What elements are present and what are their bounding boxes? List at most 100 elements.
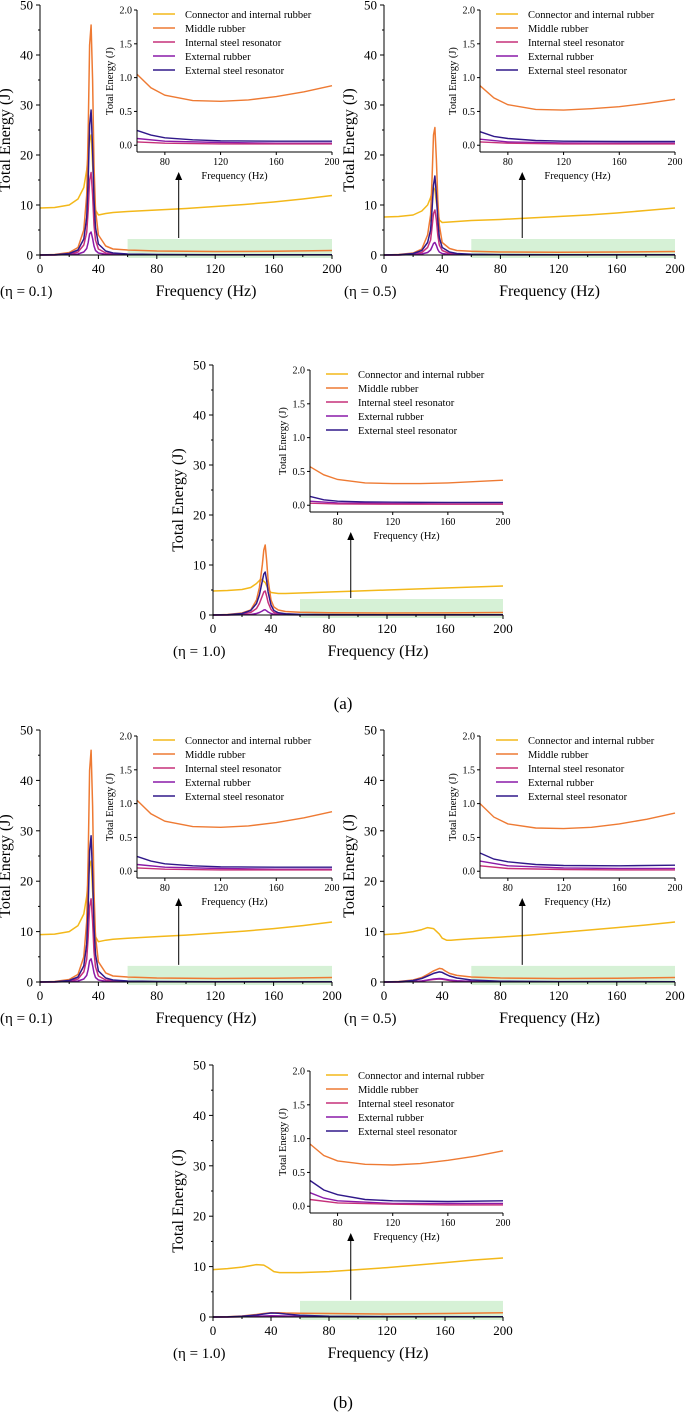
y-tick-label: 40 <box>364 48 377 63</box>
x-tick-label: 200 <box>665 261 685 276</box>
legend-entry-label: Internal steel resonator <box>528 764 625 775</box>
y-tick-label: 0 <box>27 248 34 263</box>
inset-y-tick-label: 1.0 <box>120 799 133 810</box>
legend-entry-label: Connector and internal rubber <box>185 10 312 21</box>
inset-series-line-internal-steel-resonator <box>136 867 332 871</box>
legend-entry-label: Internal steel resonator <box>358 398 455 409</box>
series-line-connector-and-internal-rubber <box>212 578 504 595</box>
legend-entry-label: External rubber <box>528 52 594 63</box>
zoom-arrow-head <box>347 532 355 540</box>
inset-x-tick-label: 200 <box>668 157 683 168</box>
series-line-connector-and-internal-rubber <box>383 186 676 224</box>
inset-series-line-middle-rubber <box>479 803 676 830</box>
x-tick-label: 80 <box>323 1323 336 1338</box>
x-axis-label: Frequency (Hz) <box>499 1010 600 1027</box>
x-tick-label: 0 <box>381 988 388 1003</box>
x-axis-label: Frequency (Hz) <box>499 283 600 300</box>
zoom-region-highlight <box>300 1300 503 1321</box>
y-axis-label: Total Energy (J) <box>0 814 14 917</box>
y-tick-label: 0 <box>200 1310 207 1325</box>
y-tick-label: 40 <box>20 48 33 63</box>
inset-y-tick-label: 0.0 <box>293 1202 306 1213</box>
x-tick-label: 120 <box>549 988 569 1003</box>
y-tick-label: 10 <box>20 924 33 939</box>
inset-y-tick-label: 1.0 <box>463 799 476 810</box>
series-line-connector-and-internal-rubber <box>383 921 676 941</box>
eta-label: (η = 1.0) <box>173 1346 226 1362</box>
inset-y-tick-label: 0.0 <box>463 141 476 152</box>
inset-y-tick-label: 0.0 <box>463 867 476 878</box>
y-axis-label: Total Energy (J) <box>341 88 358 191</box>
inset-y-tick-label: 0.5 <box>120 107 133 118</box>
x-tick-label: 80 <box>323 621 336 636</box>
inset-series-line-internal-steel-resonator <box>309 1198 503 1206</box>
inset-y-tick-label: 2.0 <box>463 6 476 17</box>
x-tick-label: 200 <box>322 261 342 276</box>
legend-entry-label: External steel resonator <box>185 792 285 803</box>
x-tick-label: 120 <box>205 988 225 1003</box>
eta-label: (η = 0.5) <box>344 284 397 300</box>
inset-x-tick-label: 120 <box>556 157 571 168</box>
y-tick-label: 20 <box>364 874 377 889</box>
legend-entry-label: Internal steel resonator <box>358 1099 455 1110</box>
x-tick-label: 80 <box>494 988 507 1003</box>
inset-series-line-internal-steel-resonator <box>309 502 503 505</box>
x-tick-label: 0 <box>37 988 44 1003</box>
inset-series-line-external-steel-resonator <box>136 855 332 868</box>
inset-x-axis-label: Frequency (Hz) <box>373 531 440 542</box>
series-line-external-steel-resonator <box>39 109 332 256</box>
y-tick-label: 30 <box>193 458 206 473</box>
inset-series-line-internal-steel-resonator <box>479 865 675 871</box>
inset-x-tick-label: 200 <box>325 883 340 894</box>
inset-x-tick-label: 120 <box>213 883 228 894</box>
x-tick-label: 40 <box>92 988 105 1003</box>
legend-entry-label: External steel resonator <box>528 66 628 77</box>
inset: 80 120 160 200 0.0 0.5 1.0 1.5 2.0 Frequency (Hz)… <box>105 6 340 183</box>
legend-entry-label: Connector and internal rubber <box>358 1071 485 1082</box>
y-tick-label: 50 <box>193 1058 206 1073</box>
inset-y-tick-label: 1.0 <box>463 73 476 84</box>
inset-y-axis-label: Total Energy (J) <box>448 47 459 115</box>
zoom-region-highlight <box>471 965 675 986</box>
x-tick-label: 120 <box>377 621 397 636</box>
inset-x-tick-label: 80 <box>160 157 170 168</box>
y-tick-label: 50 <box>193 358 206 373</box>
x-tick-label: 160 <box>435 621 455 636</box>
inset-x-tick-label: 160 <box>612 883 627 894</box>
inset-x-tick-label: 120 <box>385 1218 400 1229</box>
x-axis-label: Frequency (Hz) <box>328 1345 429 1362</box>
inset-x-tick-label: 160 <box>612 157 627 168</box>
zoom-arrow-head <box>518 898 526 906</box>
legend-entry-label: External steel resonator <box>358 1127 458 1138</box>
y-axis-label: Total Energy (J) <box>0 88 14 191</box>
x-tick-label: 40 <box>436 988 449 1003</box>
inset-y-tick-label: 0.0 <box>120 867 133 878</box>
y-axis-label: Total Energy (J) <box>170 1149 187 1252</box>
inset-x-axis-label: Frequency (Hz) <box>544 171 611 182</box>
inset-y-tick-label: 0.5 <box>463 107 476 118</box>
y-tick-label: 10 <box>20 198 33 213</box>
legend-entry-label: External rubber <box>358 412 424 423</box>
legend-entry-label: Middle rubber <box>528 24 589 35</box>
caption-b: (b) <box>333 1393 353 1412</box>
inset-y-tick-label: 1.0 <box>120 73 133 84</box>
inset-series-line-external-steel-resonator <box>479 131 675 143</box>
x-tick-label: 80 <box>150 988 163 1003</box>
zoom-region-highlight <box>127 965 332 986</box>
x-tick-label: 160 <box>435 1323 455 1338</box>
inset-series-line-middle-rubber <box>136 73 333 103</box>
y-tick-label: 0 <box>27 975 34 990</box>
eta-label: (η = 0.1) <box>0 284 53 300</box>
inset-x-tick-label: 80 <box>160 883 170 894</box>
y-tick-label: 20 <box>364 148 377 163</box>
inset-y-tick-label: 0.0 <box>293 501 306 512</box>
series-line-connector-and-internal-rubber <box>212 1257 504 1274</box>
y-tick-label: 0 <box>371 975 378 990</box>
x-tick-label: 40 <box>92 261 105 276</box>
eta-label: (η = 0.5) <box>344 1011 397 1027</box>
y-tick-label: 50 <box>20 723 33 738</box>
y-tick-label: 20 <box>193 1209 206 1224</box>
legend-entry-label: Connector and internal rubber <box>185 736 312 747</box>
y-axis-label: Total Energy (J) <box>170 448 187 551</box>
x-tick-label: 200 <box>665 988 685 1003</box>
